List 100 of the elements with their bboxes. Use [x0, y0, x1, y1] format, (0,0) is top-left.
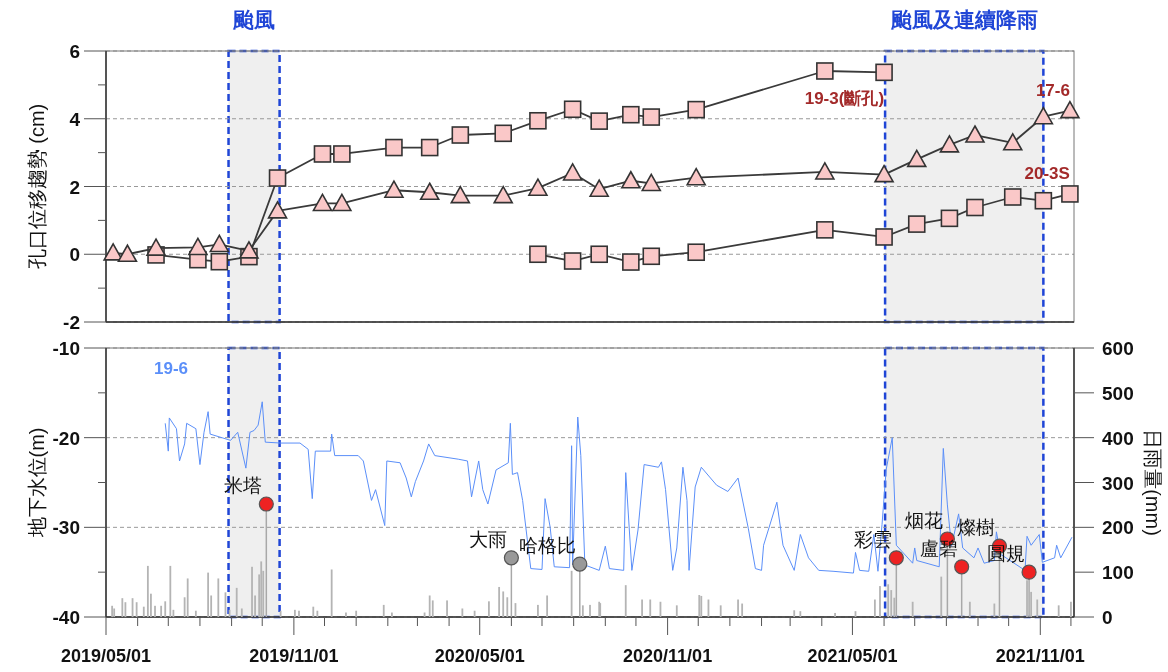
y-tick-label: -20	[52, 427, 80, 449]
y2-tick-label: 600	[1102, 338, 1134, 359]
annotation: 米塔	[224, 475, 263, 497]
point	[1003, 188, 1022, 206]
text: 19-6	[154, 359, 189, 378]
y-tick-label: 2	[69, 176, 80, 198]
y2-axis-title: 日雨量(mm)	[1142, 429, 1164, 536]
point	[1061, 185, 1079, 203]
point	[384, 180, 404, 199]
point	[816, 62, 834, 80]
point	[641, 173, 662, 192]
point	[312, 193, 333, 212]
point	[503, 550, 519, 566]
y2-tick-label: 0	[1102, 607, 1113, 628]
point	[888, 550, 904, 566]
point	[622, 105, 640, 124]
point	[332, 193, 352, 212]
point	[590, 112, 608, 130]
point	[529, 111, 547, 130]
band-label: 颱風及連續降雨	[889, 8, 1038, 31]
point	[563, 252, 582, 270]
point	[239, 241, 259, 259]
point	[210, 252, 229, 271]
series-label: 17-6	[1035, 80, 1070, 100]
y-tick-label: -10	[52, 338, 80, 359]
y2-tick-label: 100	[1102, 562, 1134, 584]
point	[1021, 564, 1037, 580]
point	[875, 63, 893, 82]
y2-tick-label: 300	[1102, 472, 1134, 494]
y-tick-label: -30	[52, 517, 80, 539]
point	[589, 179, 609, 198]
annotation: 烟花	[905, 509, 944, 531]
y-axis-title: 地下水位(m)	[26, 427, 48, 539]
point	[268, 169, 287, 187]
point	[146, 238, 166, 256]
point	[563, 100, 582, 119]
point	[686, 167, 706, 186]
point	[1002, 133, 1023, 151]
point	[940, 209, 959, 228]
point	[816, 221, 834, 239]
point	[1060, 100, 1080, 119]
point	[188, 237, 208, 256]
point	[954, 559, 970, 575]
point	[494, 124, 513, 143]
point	[562, 163, 583, 181]
point	[450, 185, 471, 204]
series-label: 20-3S	[1024, 163, 1070, 183]
annotation: 燦樹	[957, 517, 996, 539]
point	[687, 100, 705, 119]
point	[965, 125, 985, 143]
point	[875, 228, 893, 246]
point	[419, 182, 440, 201]
x-tick-label: 2019/11/01	[249, 646, 339, 666]
band-label: 颱風	[232, 8, 276, 31]
point	[642, 247, 661, 266]
y2-tick-label: 200	[1102, 517, 1134, 539]
x-tick-label: 2019/05/01	[60, 646, 152, 666]
point	[907, 215, 926, 233]
point	[622, 253, 640, 271]
y-axis-title: 孔口位移趨勢 (cm)	[26, 103, 48, 270]
point	[385, 138, 403, 157]
y-tick-label: 6	[69, 41, 80, 62]
point	[103, 243, 123, 261]
x-tick-label: 2020/11/01	[623, 646, 713, 666]
y-tick-label: 4	[69, 108, 81, 130]
point	[874, 164, 894, 183]
point	[687, 243, 705, 262]
point	[117, 244, 138, 263]
point	[209, 234, 230, 253]
annotation: 盧碧	[919, 537, 958, 559]
point	[313, 145, 332, 163]
point	[420, 138, 439, 157]
point	[815, 162, 835, 180]
point	[966, 198, 984, 217]
series-label: 19-3(斷孔)	[804, 89, 885, 109]
point	[621, 170, 641, 189]
point	[642, 108, 661, 126]
x-tick-label: 2020/05/01	[434, 646, 525, 666]
y2-tick-label: 400	[1102, 427, 1134, 449]
point	[267, 201, 288, 219]
x-tick-label: 2021/11/01	[995, 646, 1085, 666]
point	[529, 245, 547, 264]
point	[590, 245, 608, 264]
annotation: 彩雲	[854, 528, 893, 550]
point	[1033, 106, 1054, 125]
point	[1034, 191, 1053, 210]
point	[906, 149, 927, 168]
point	[258, 496, 274, 512]
y-tick-label: 0	[69, 244, 80, 266]
y-tick-label: -2	[63, 312, 80, 333]
point	[451, 126, 470, 144]
point	[572, 556, 588, 572]
point	[333, 145, 351, 163]
annotation: 大雨	[469, 528, 508, 550]
y-tick-label: -40	[52, 607, 80, 628]
x-tick-label: 2021/05/01	[807, 646, 898, 666]
point	[493, 185, 514, 204]
point	[528, 178, 548, 196]
y2-tick-label: 500	[1102, 382, 1134, 404]
point	[939, 135, 960, 153]
